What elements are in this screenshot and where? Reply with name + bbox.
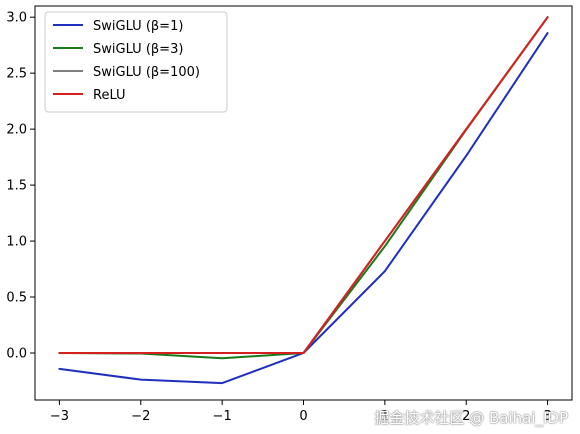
watermark: 掘金技术社区 @ Baihai_IDP (374, 409, 568, 427)
legend-frame (44, 11, 228, 113)
y-tick-label: 3.0 (6, 11, 27, 26)
y-tick-label: 1.0 (6, 235, 27, 250)
y-tick-label: 2.0 (6, 123, 27, 138)
y-tick-label: 1.5 (6, 179, 27, 194)
legend: SwiGLU (β=1) SwiGLU (β=3) SwiGLU (β=100) Re… (44, 11, 228, 113)
y-tick-label: 0.0 (6, 346, 27, 361)
x-tick-label: −2 (131, 409, 150, 424)
y-axis: 0.0 0.5 1.0 1.5 2.0 2.5 3.0 (6, 11, 35, 361)
legend-label: ReLU (93, 88, 126, 103)
x-tick-label: −1 (213, 409, 232, 424)
x-tick-label: 2 (462, 409, 470, 424)
y-tick-label: 0.5 (6, 291, 27, 306)
x-axis: −3 −2 −1 0 1 2 3 (50, 400, 552, 424)
x-tick-label: 3 (543, 409, 551, 424)
x-tick-label: −3 (50, 409, 69, 424)
legend-label: SwiGLU (β=100) (93, 65, 200, 80)
legend-label: SwiGLU (β=1) (93, 19, 183, 34)
plot-lines (58, 16, 549, 385)
x-tick-label: 0 (299, 409, 307, 424)
series-line-4 (58, 16, 549, 354)
x-tick-label: 1 (381, 409, 389, 424)
legend-label: SwiGLU (β=3) (93, 42, 183, 57)
y-tick-label: 2.5 (6, 67, 27, 82)
